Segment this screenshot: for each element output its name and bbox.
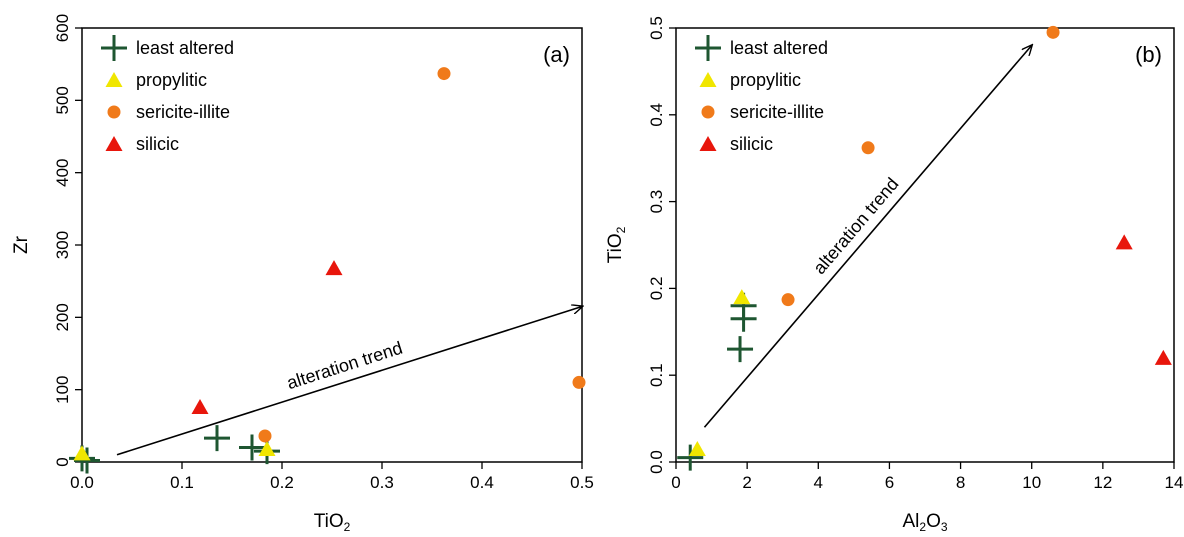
legend-marker-silicic-a xyxy=(105,136,123,151)
x-tick-label-a: 0.3 xyxy=(370,473,394,492)
point-least-altered-b xyxy=(730,305,757,332)
legend-label-sericite-illite-b: sericite-illite xyxy=(730,102,824,122)
legend-label-sericite-illite-a: sericite-illite xyxy=(136,102,230,122)
legend-label-least-altered-a: least altered xyxy=(136,38,234,58)
x-tick-label-b: 12 xyxy=(1093,473,1112,492)
point-silicic-b xyxy=(1115,234,1133,250)
legend-label-silicic-a: silicic xyxy=(136,134,179,154)
legend-marker-silicic-b xyxy=(699,136,717,151)
point-propylitic-b xyxy=(688,440,706,456)
legend-marker-propylitic-a xyxy=(105,72,123,87)
alteration-trend-arrow-a xyxy=(116,306,582,456)
legend-marker-sericite-illite-b xyxy=(701,105,715,119)
legend-marker-least-altered-b xyxy=(695,35,721,61)
y-tick-label-a: 300 xyxy=(53,231,72,259)
x-tick-label-a: 0.5 xyxy=(570,473,594,492)
x-axis-title-b: Al2O3 xyxy=(902,511,947,534)
point-silicic-b xyxy=(1154,349,1172,365)
x-tick-label-b: 14 xyxy=(1165,473,1184,492)
point-sericite-illite-a xyxy=(572,375,586,389)
y-tick-label-a: 400 xyxy=(53,158,72,186)
point-propylitic-a xyxy=(73,445,91,461)
panel-label-b: (b) xyxy=(1135,42,1162,67)
point-sericite-illite-b xyxy=(861,141,875,155)
legend-marker-propylitic-b xyxy=(699,72,717,87)
x-tick-label-b: 6 xyxy=(885,473,894,492)
y-tick-label-b: 0.1 xyxy=(647,363,666,387)
x-axis-title-a: TiO2 xyxy=(314,511,351,534)
point-sericite-illite-a xyxy=(437,67,451,81)
legend-label-propylitic-b: propylitic xyxy=(730,70,801,90)
y-tick-label-b: 0.2 xyxy=(647,277,666,301)
y-tick-label-b: 0.3 xyxy=(647,190,666,214)
legend-marker-sericite-illite-a xyxy=(107,105,121,119)
x-tick-label-a: 0.4 xyxy=(470,473,494,492)
point-least-altered-a xyxy=(239,434,265,461)
x-tick-label-b: 8 xyxy=(956,473,965,492)
point-least-altered-a xyxy=(74,447,100,474)
y-tick-label-a: 600 xyxy=(53,14,72,42)
x-tick-label-b: 0 xyxy=(671,473,680,492)
x-tick-label-a: 0.0 xyxy=(70,473,94,492)
x-tick-label-b: 2 xyxy=(742,473,751,492)
x-tick-label-b: 10 xyxy=(1022,473,1041,492)
legend-label-propylitic-a: propylitic xyxy=(136,70,207,90)
plot-frame-a xyxy=(81,27,583,463)
point-sericite-illite-b xyxy=(1046,25,1060,39)
alteration-trend-label-a: alteration trend xyxy=(284,338,404,394)
y-tick-label-a: 200 xyxy=(53,303,72,331)
point-least-altered-a xyxy=(204,425,230,452)
legend-label-least-altered-b: least altered xyxy=(730,38,828,58)
point-least-altered-b xyxy=(727,336,754,363)
point-silicic-a xyxy=(191,399,209,415)
x-tick-label-b: 4 xyxy=(814,473,823,492)
y-tick-label-b: 0.4 xyxy=(647,103,666,127)
point-silicic-a xyxy=(325,260,343,276)
x-tick-label-a: 0.2 xyxy=(270,473,294,492)
y-tick-label-a: 100 xyxy=(53,375,72,403)
panel-a-chart: 0.0 0.1 0.2 0.3 0.4 0.5 0 100 200 300 400 500 600 TiO… xyxy=(11,14,594,534)
x-tick-label-a: 0.1 xyxy=(170,473,194,492)
panel-label-a: (a) xyxy=(543,42,570,67)
plot-frame-b xyxy=(675,27,1175,463)
legend-a: least altered propylitic sericite-illite si… xyxy=(101,35,234,154)
alteration-trend-arrow-b xyxy=(703,45,1031,428)
y-tick-label-b: 0.5 xyxy=(647,16,666,40)
legend-marker-least-altered-a xyxy=(101,35,127,61)
point-sericite-illite-a xyxy=(258,429,272,443)
y-tick-label-a: 500 xyxy=(53,86,72,114)
point-propylitic-a xyxy=(258,440,276,456)
point-least-altered-b xyxy=(677,444,704,471)
y-tick-label-a: 0 xyxy=(53,457,72,466)
y-axis-title-a: Zr xyxy=(11,235,32,254)
legend-label-silicic-b: silicic xyxy=(730,134,773,154)
y-axis-title-b: TiO2 xyxy=(605,226,628,263)
legend-b: least altered propylitic sericite-illite si… xyxy=(695,35,828,154)
point-sericite-illite-b xyxy=(781,293,795,307)
point-propylitic-b xyxy=(733,289,751,305)
alteration-trend-label-b: alteration trend xyxy=(809,174,902,278)
panel-b-chart: 0 2 4 6 8 10 12 14 0.0 0.1 0.2 0.3 0.4 0.5 Al2O3 TiO2 (b… xyxy=(605,16,1183,534)
y-tick-label-b: 0.0 xyxy=(647,450,666,474)
